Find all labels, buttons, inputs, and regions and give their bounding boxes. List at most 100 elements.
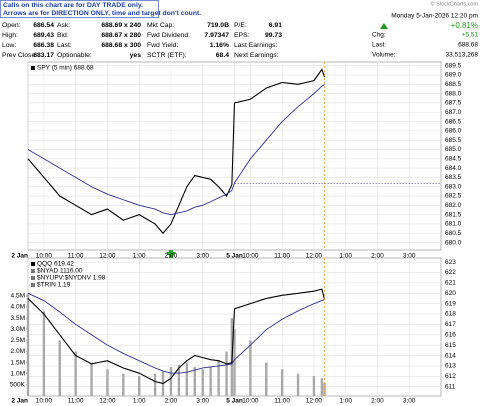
y-tick-label: 681.5 <box>445 211 462 218</box>
volume-bar <box>90 362 93 396</box>
x-tick-label: 2 Jan <box>11 398 28 405</box>
x-tick-label: 3:00 <box>196 253 209 260</box>
x-tick-label: 10:00 <box>36 398 53 405</box>
x-tick-label: 11:00 <box>274 253 290 260</box>
x-tick-label: 12:00 <box>99 253 116 260</box>
moving-average <box>27 83 325 216</box>
info-value: 99.73 <box>265 32 282 39</box>
legend-swatch <box>31 283 35 287</box>
x-tick-label: 11:00 <box>68 253 84 260</box>
legend-swatch <box>31 66 35 70</box>
info-label: Last Earnings: <box>234 42 278 49</box>
info-table: Open: 686.54 Ask: 688.69 x 240 Mkt Cap: 719.0… <box>2 22 282 59</box>
y-tick-label: 614 <box>445 352 456 359</box>
y2-tick-label: 500K <box>10 382 26 389</box>
info-value: 68.4 <box>216 52 229 59</box>
x-tick-label: 2:00 <box>371 398 384 405</box>
info-value: yes <box>130 52 142 59</box>
legend-swatch <box>31 269 35 273</box>
volume-bar <box>137 375 141 396</box>
volume-bar <box>26 293 30 396</box>
x-tick-label: 3:00 <box>403 253 416 260</box>
y-tick-label: 684.0 <box>445 165 462 172</box>
y-tick-label: 611 <box>445 383 456 390</box>
volume-bar <box>320 378 324 396</box>
legend-entry: SPY (5 min) 688.68 <box>37 65 94 72</box>
y2-tick-label: 1.0M <box>11 370 25 377</box>
y-tick-label: 613 <box>445 363 456 370</box>
legend-swatch <box>31 276 35 280</box>
x-tick-label: 12:00 <box>306 398 323 405</box>
y2-tick-label: 1.5M <box>11 359 25 366</box>
volume-bar <box>209 367 212 396</box>
info-label: Optionable: <box>57 52 92 59</box>
info-label: Fwd Yield: <box>147 42 178 49</box>
y2-tick-label: 2.0M <box>11 348 25 355</box>
price-line <box>27 68 326 235</box>
info-value: 683.17 <box>33 52 54 59</box>
info-label: Mkt Cap: <box>147 22 174 29</box>
note-box <box>0 0 159 18</box>
x-tick-label: 5 Jan <box>226 398 243 405</box>
y-tick-label: 618 <box>445 311 456 318</box>
x-tick-label: 3:00 <box>196 398 209 405</box>
x-tick-label: 5 Jan <box>226 253 243 260</box>
up-arrow <box>380 23 388 29</box>
x-tick-label: 3:00 <box>403 398 416 405</box>
legend-entry: $TRIN 1.19 <box>37 282 71 289</box>
info-value: 719.0B <box>207 22 229 29</box>
x-tick-label: 1:00 <box>133 398 146 405</box>
info-label: SCTR (ETF): <box>147 52 187 59</box>
volume-bar <box>193 367 196 396</box>
y2-tick-label: 2.5M <box>11 337 25 344</box>
price-line <box>27 288 326 385</box>
note: Calls on this chart are for DAY TRADE on… <box>3 2 143 9</box>
y-tick-label: 612 <box>445 373 456 380</box>
info-value: 6.91 <box>269 22 282 29</box>
y-tick-label: 616 <box>445 332 456 339</box>
x-tick-label: 10:00 <box>242 398 259 405</box>
y2-tick-label: 4.0M <box>11 304 25 311</box>
y-tick-label: 686.5 <box>445 118 462 125</box>
date: Monday 5-Jan-2026 12:20 pm <box>391 13 478 20</box>
volume-bar <box>323 382 326 396</box>
volume-bar <box>296 373 300 396</box>
volume-bar <box>122 373 125 396</box>
legend-swatch <box>31 262 35 266</box>
y-tick-label: 686.0 <box>445 128 462 135</box>
direction-arrow-stem <box>169 250 173 258</box>
chg: +5.51 <box>462 32 479 39</box>
y-tick-label: 688.5 <box>445 81 462 88</box>
volume-bar <box>265 362 268 396</box>
volume-bar <box>42 311 46 396</box>
y-tick-label: 615 <box>445 342 456 349</box>
y-tick-label: 623 <box>445 259 456 266</box>
x-tick-label: 2 Jan <box>11 253 28 260</box>
x-tick-label: 10:00 <box>36 253 53 260</box>
info-label: Ask: <box>57 22 70 29</box>
info-value: 688.67 x 280 <box>101 32 141 39</box>
info-label: EPS: <box>234 32 250 39</box>
y-tick-label: 682.0 <box>445 202 462 209</box>
info-value: 688.68 x 300 <box>101 42 141 49</box>
y-tick-label: 682.5 <box>445 193 462 200</box>
note: Arrows are for DIRECTION ONLY, time and … <box>3 10 201 17</box>
volume-bar <box>153 373 157 396</box>
y-tick-label: 689.0 <box>445 72 462 79</box>
y-tick-label: 689.5 <box>445 62 462 69</box>
volume-bar <box>58 340 61 396</box>
y-tick-label: 622 <box>445 269 456 276</box>
info-value: 688.69 x 240 <box>101 22 141 29</box>
last: 688.68 <box>458 42 478 49</box>
volume-bar <box>106 369 109 396</box>
y-tick-label: 685.5 <box>445 137 462 144</box>
volume-bar <box>225 351 228 396</box>
x-tick-label: 1:00 <box>339 398 352 405</box>
info-label: Last: <box>57 42 72 49</box>
info-label: P/E: <box>234 22 247 29</box>
y-tick-label: 680.5 <box>445 230 462 237</box>
y-tick-label: 619 <box>445 300 456 307</box>
chg-pct: +0.81% <box>451 21 478 30</box>
x-tick-label: 1:00 <box>133 253 146 260</box>
volume-label: Volume: <box>372 52 396 59</box>
